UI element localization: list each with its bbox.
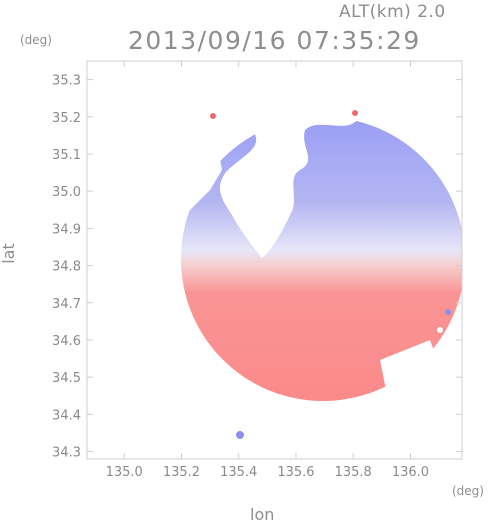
plot-frame: [86, 60, 463, 460]
altitude-label: ALT(km) 2.0: [339, 2, 446, 22]
y-tick-label: 34.9: [52, 222, 81, 237]
x-tick-label: 135.6: [277, 465, 314, 480]
y-tick-label: 34.6: [52, 334, 81, 349]
x-tick-label: 135.2: [163, 465, 200, 480]
y-tick-label: 34.4: [52, 408, 81, 423]
x-tick-label: 135.0: [106, 465, 143, 480]
y-tick-label: 35.2: [52, 111, 81, 126]
y-tick-label: 34.7: [52, 297, 81, 312]
y-tick-label: 35.1: [52, 148, 81, 163]
y-tick-label: 35.3: [52, 74, 81, 89]
no-echo-region-west: [180, 148, 222, 212]
x-axis-unit: (deg): [452, 484, 484, 498]
y-tick-label: 34.8: [52, 260, 81, 275]
no-echo-region: [219, 81, 361, 258]
echo-speckle: [437, 327, 443, 333]
echo-speckle: [445, 309, 451, 315]
y-tick-label: 35.0: [52, 185, 81, 200]
echo-speckle: [352, 110, 358, 116]
no-echo-region-southwest: [175, 370, 235, 410]
x-tick-label: 135.8: [335, 465, 372, 480]
timestamp-title: 2013/09/16 07:35:29: [128, 26, 421, 55]
x-tick-label: 136.0: [392, 465, 429, 480]
y-axis-unit: (deg): [20, 33, 52, 47]
no-echo-region-northwest: [175, 98, 235, 155]
y-tick-label: 34.3: [52, 446, 81, 461]
x-tick-label: 135.4: [220, 465, 257, 480]
axis-ticks: 135.0 135.2 135.4 135.6 135.8 136.0 35.3 35.2 35…: [52, 61, 462, 480]
y-tick-label: 34.5: [52, 371, 81, 386]
echo-speckle: [210, 113, 216, 119]
echo-speckle: [236, 431, 244, 439]
x-axis-label: lon: [250, 505, 275, 524]
no-echo-region-southeast: [380, 340, 445, 405]
